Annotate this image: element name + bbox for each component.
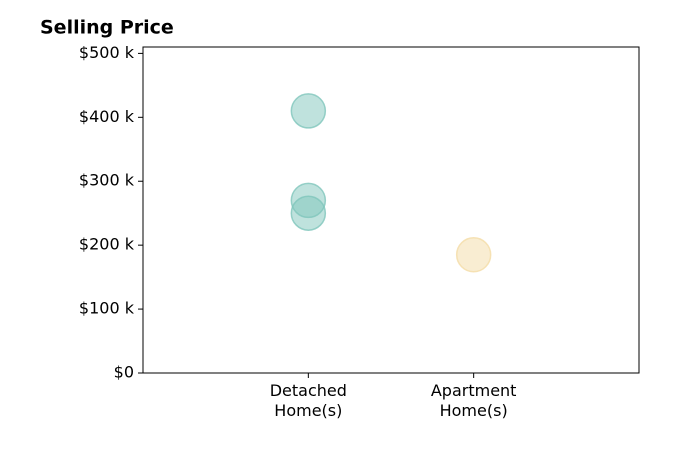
y-tick-label: $200 k (79, 235, 135, 254)
y-tick-label: $500 k (79, 43, 135, 62)
y-tick-label: $100 k (79, 299, 135, 318)
chart-title: Selling Price (40, 17, 174, 39)
point (290, 93, 327, 129)
point (290, 195, 327, 231)
y-tick-label: $0 (114, 363, 134, 382)
plot-frame (142, 46, 640, 374)
y-tick-label: $300 k (79, 171, 135, 190)
x-tick-label: Detached Home(s) (269, 381, 347, 420)
y-tick-label: $400 k (79, 107, 135, 126)
x-tick-label: Apartment Home(s) (430, 381, 517, 420)
point (455, 236, 492, 273)
